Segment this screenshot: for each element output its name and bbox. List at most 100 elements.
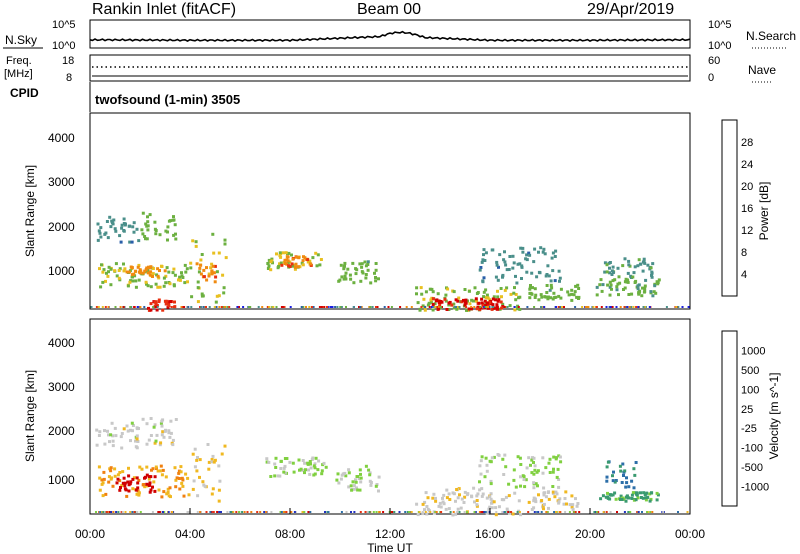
power-cell: [587, 306, 590, 308]
power-cell: [342, 277, 346, 281]
velocity-cell: [97, 434, 101, 437]
velocity-cell: [312, 464, 316, 468]
power-cell: [152, 306, 155, 308]
power-cell: [482, 276, 486, 280]
power-cell: [618, 281, 622, 285]
power-cell: [342, 267, 346, 271]
velocity-cell: [473, 500, 476, 504]
velocity-cell: [135, 426, 139, 430]
power-cell: [310, 306, 313, 308]
power-cell: [577, 287, 581, 290]
power-cell: [268, 306, 271, 308]
velocity-cell: [619, 494, 623, 498]
power-cell: [351, 261, 355, 265]
velocity-cell: [489, 479, 493, 483]
power-cell: [151, 267, 155, 270]
power-cell: [540, 306, 542, 308]
velocity-cell: [358, 468, 362, 472]
power-cell: [502, 258, 506, 262]
velocity-cell: [655, 498, 659, 502]
power-cell: [360, 270, 364, 274]
power-cell: [476, 291, 480, 294]
velocity-cell: [149, 488, 153, 492]
power-cell: [447, 301, 451, 305]
power-cell: [137, 270, 141, 274]
velocity-cell: [489, 482, 493, 486]
power-cell: [677, 306, 680, 308]
power-cell: [572, 293, 576, 297]
power-cell: [278, 251, 282, 255]
power-cell: [242, 306, 245, 308]
velocity-cell: [548, 471, 552, 474]
velocity-cell: [138, 465, 142, 469]
power-cell: [528, 296, 532, 300]
velocity-cell: [359, 476, 363, 480]
power-cell: [305, 306, 307, 308]
velocity-cell: [456, 511, 459, 513]
power-cell: [429, 300, 433, 304]
velocity-cell: [350, 511, 352, 513]
velocity-cell: [108, 511, 111, 513]
power-cell: [155, 308, 159, 312]
power-cell: [148, 213, 152, 217]
velocity-cell: [122, 427, 126, 431]
velocity-cell: [326, 511, 329, 513]
power-cell: [524, 257, 528, 261]
velocity-cell: [357, 477, 361, 480]
power-cell: [352, 306, 355, 308]
power-cell: [566, 290, 570, 294]
power-cell: [271, 306, 274, 308]
velocity-cell: [125, 424, 129, 428]
power-cell: [516, 304, 520, 308]
power-cell: [112, 218, 116, 222]
power-cell: [433, 302, 437, 306]
power-cell: [443, 297, 447, 301]
x-axis-label: Time UT: [367, 541, 413, 554]
velocity-cell: [107, 480, 111, 484]
power-cell: [535, 275, 539, 279]
velocity-cell: [317, 459, 321, 463]
velocity-cell: [480, 494, 484, 498]
power-cell: [641, 260, 645, 264]
power-cell: [616, 282, 620, 286]
velocity-cell: [161, 468, 165, 472]
velocity-cell: [119, 486, 122, 489]
velocity-cell: [306, 462, 310, 466]
velocity-cell: [456, 496, 460, 500]
velocity-cell: [144, 475, 147, 479]
velocity-cell: [107, 433, 110, 437]
power-cell: [575, 295, 579, 299]
power-cell: [625, 280, 629, 284]
power-cell: [130, 266, 134, 270]
power-cell: [484, 306, 487, 308]
power-cell: [517, 306, 520, 308]
velocity-cell: [503, 453, 507, 457]
power-cell: [628, 306, 631, 308]
velocity-cell: [103, 429, 106, 433]
power-cell: [338, 278, 342, 282]
power-cell: [96, 222, 100, 226]
nsky-line: [89, 30, 691, 43]
velocity-cell: [415, 502, 419, 506]
power-cell: [608, 285, 612, 289]
velocity-cell: [116, 477, 120, 481]
velocity-cell: [167, 511, 170, 513]
power-cell: [352, 281, 356, 285]
velocity-cell: [555, 492, 559, 496]
power-cell: [439, 306, 442, 308]
velocity-cell: [489, 497, 493, 501]
power-cell: [149, 265, 153, 269]
velocity-cell: [177, 471, 181, 475]
velocity-cell: [110, 511, 113, 513]
velocity-cell: [536, 511, 539, 513]
power-cell: [601, 283, 605, 287]
power-cell: [551, 251, 555, 255]
velocity-cell: [368, 511, 371, 513]
power-cell: [621, 264, 625, 268]
velocity-cell: [546, 511, 549, 513]
power-cell: [167, 302, 171, 306]
velocity-cell: [614, 479, 618, 482]
velocity-cell: [624, 499, 628, 503]
velocity-cell: [309, 462, 312, 466]
velocity-cell: [393, 511, 396, 513]
